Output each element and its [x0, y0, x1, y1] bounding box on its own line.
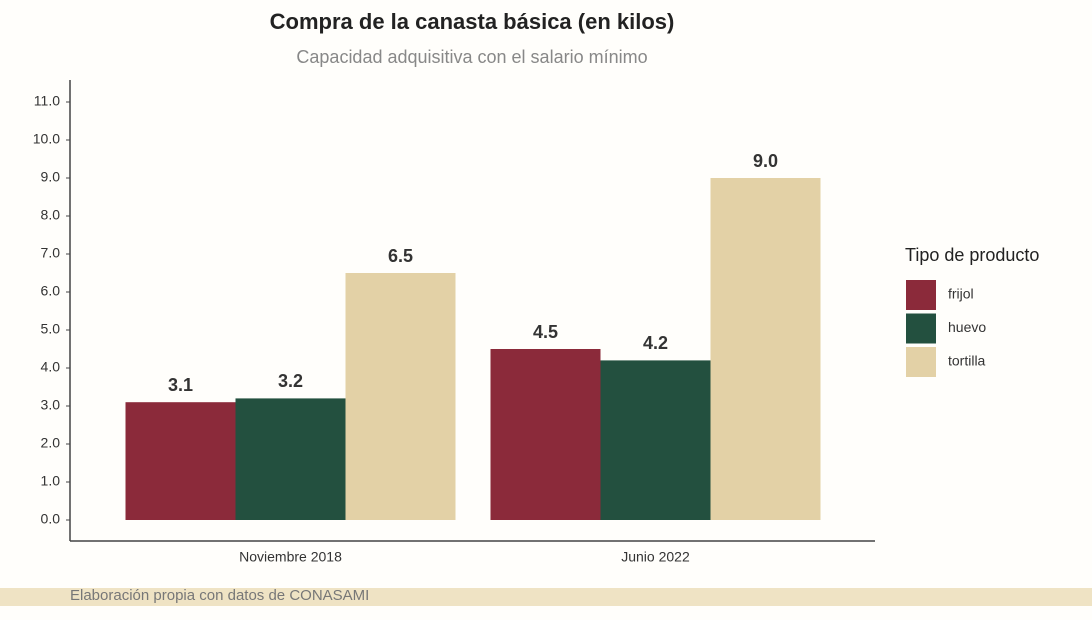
y-tick-label: 3.0	[41, 397, 61, 413]
chart-title: Compra de la canasta básica (en kilos)	[270, 9, 675, 34]
legend-title: Tipo de producto	[905, 245, 1039, 265]
bar	[490, 349, 601, 520]
y-tick-label: 4.0	[41, 359, 61, 375]
value-label: 3.1	[168, 375, 193, 395]
bar	[710, 178, 821, 520]
legend-swatch	[906, 313, 936, 344]
value-label: 4.2	[643, 333, 668, 353]
value-label: 9.0	[753, 151, 778, 171]
y-tick-label: 6.0	[41, 283, 61, 299]
bar	[125, 402, 236, 520]
y-tick-label: 11.0	[34, 93, 60, 109]
x-tick-label: Noviembre 2018	[239, 549, 342, 565]
value-label: 4.5	[533, 322, 558, 342]
legend-label: frijol	[948, 286, 974, 302]
value-label: 3.2	[278, 371, 303, 391]
x-tick-label: Junio 2022	[621, 549, 690, 565]
legend-label: huevo	[948, 319, 986, 335]
y-tick-label: 7.0	[41, 245, 61, 261]
y-tick-label: 0.0	[41, 511, 61, 527]
y-tick-label: 10.0	[33, 131, 60, 147]
footer-band	[0, 588, 1092, 606]
y-tick-label: 5.0	[41, 321, 61, 337]
source-note: Elaboración propia con datos de CONASAMI	[70, 587, 369, 604]
value-label: 6.5	[388, 246, 413, 266]
bar	[600, 360, 711, 520]
y-tick-label: 8.0	[41, 207, 61, 223]
legend-swatch	[906, 280, 936, 310]
legend-swatch	[906, 347, 936, 377]
bar	[345, 273, 456, 520]
y-tick-label: 2.0	[41, 435, 61, 451]
y-tick-label: 1.0	[41, 473, 61, 489]
bar	[235, 398, 346, 520]
legend-label: tortilla	[948, 353, 986, 369]
chart-subtitle: Capacidad adquisitiva con el salario mín…	[296, 47, 647, 67]
y-tick-label: 9.0	[41, 169, 61, 185]
